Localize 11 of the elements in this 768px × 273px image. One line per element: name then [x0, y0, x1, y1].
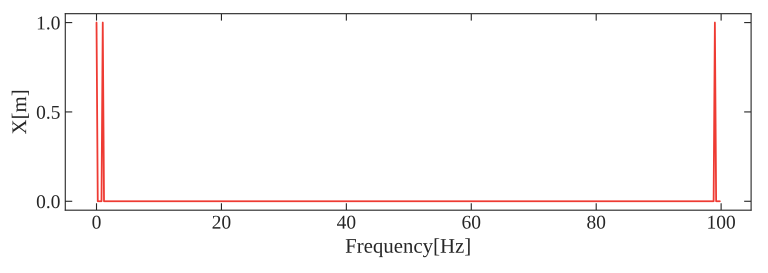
y-tick-label: 1.0 — [38, 16, 60, 30]
y-tick-label: 0.5 — [36, 106, 60, 119]
y-tick-label: 0.0 — [36, 195, 60, 208]
x-tick-label: 80 — [587, 216, 606, 229]
x-tick-label: 40 — [337, 216, 356, 229]
x-tick-label: 60 — [462, 216, 480, 229]
x-tick-label: 0 — [92, 216, 101, 229]
x-tick-label: 100 — [708, 216, 735, 229]
x-axis-title: Frequency[Hz] — [346, 238, 470, 258]
y-axis-title: X[m] — [12, 90, 29, 134]
x-tick-label: 20 — [212, 216, 230, 229]
